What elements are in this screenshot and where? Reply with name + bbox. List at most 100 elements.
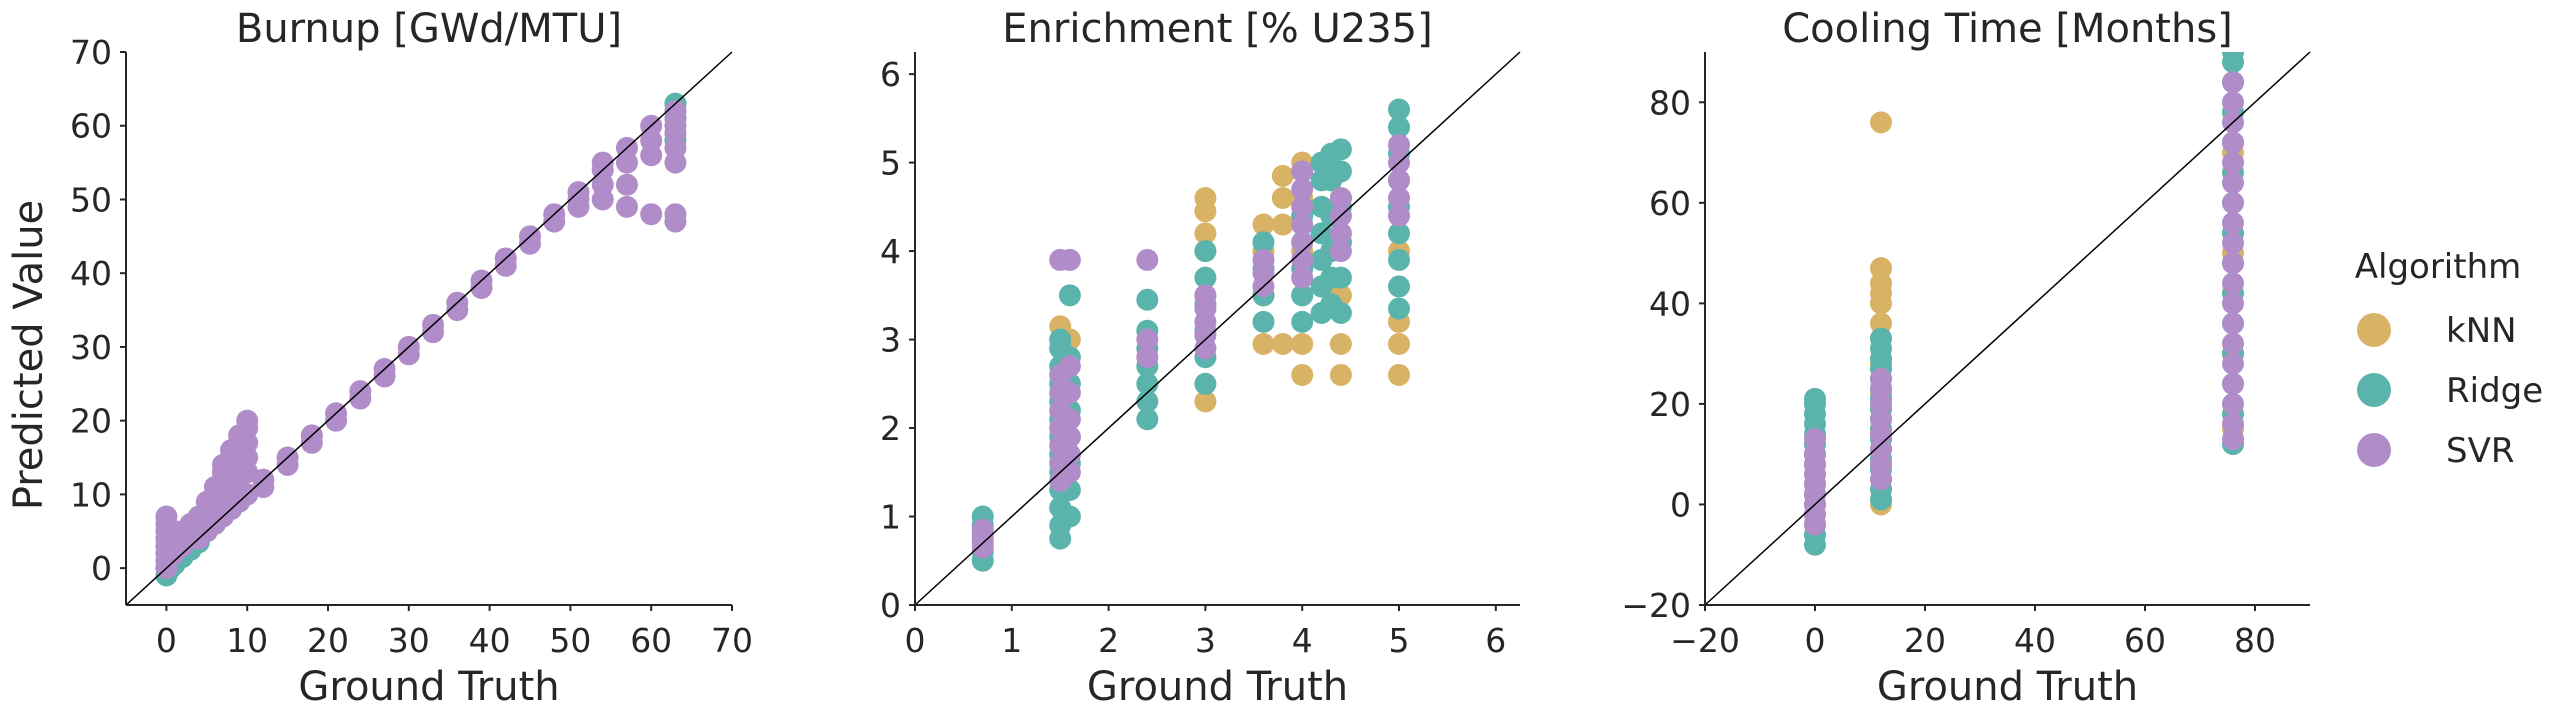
- burnup-panel: Burnup [GWd/MTU] Ground Truth 0 10 20 30 40 50 6…: [70, 6, 753, 710]
- svr-point: [2222, 413, 2244, 436]
- ridge-point: [1329, 138, 1352, 161]
- y-tick-label: 60: [1649, 184, 1691, 223]
- svr-legend-marker: [2357, 433, 2391, 467]
- points: [971, 98, 1410, 572]
- y-tick-label: 80: [1649, 83, 1691, 122]
- knn-point: [1870, 257, 1892, 280]
- svr-point: [1291, 160, 1314, 183]
- x-tick-label: 6: [1485, 621, 1506, 660]
- ridge-legend-marker: [2357, 373, 2391, 407]
- knn-point: [1271, 186, 1294, 209]
- ridge-point: [1194, 266, 1217, 289]
- ridge-point: [1804, 387, 1826, 410]
- svr-point: [1058, 461, 1081, 484]
- svr-point: [1136, 248, 1159, 271]
- svr-point: [591, 151, 614, 174]
- cooling-time-x-axis-label: Ground Truth: [1877, 664, 2138, 710]
- ridge-point: [1194, 372, 1217, 395]
- y-axis-label: Predicted Value: [6, 200, 52, 510]
- ridge-point: [1291, 284, 1314, 307]
- y-tick-label: 2: [880, 409, 901, 448]
- knn-point: [1291, 363, 1314, 386]
- knn-point: [1870, 272, 1892, 295]
- svr-point: [664, 99, 687, 122]
- ridge-point: [1291, 310, 1314, 333]
- ridge-point: [1388, 222, 1410, 245]
- svr-point: [2222, 71, 2244, 94]
- svr-point: [2222, 352, 2244, 375]
- svr-point: [1870, 367, 1892, 390]
- y-tick-label: 20: [1649, 385, 1691, 424]
- x-tick-label: 50: [549, 621, 591, 660]
- knn-point: [1329, 332, 1352, 355]
- ridge-point: [1388, 98, 1410, 121]
- ridge-point: [1049, 328, 1072, 351]
- cooling-time-panel: Cooling Time [Months] Ground Truth −20 0 20 4…: [1621, 6, 2311, 710]
- legend: Algorithm kNN Ridge SVR: [2355, 247, 2543, 471]
- knn-legend-label: kNN: [2446, 311, 2517, 351]
- ridge-point: [1388, 297, 1410, 320]
- svr-point: [615, 195, 638, 218]
- points: [1804, 52, 2244, 556]
- ridge-point: [1329, 302, 1352, 325]
- x-tick-label: −20: [1670, 621, 1740, 660]
- y-tick-label: 5: [880, 144, 901, 183]
- y-tick-label: 1: [880, 498, 901, 537]
- y-tick-label: 0: [1670, 485, 1691, 524]
- knn-point: [1271, 164, 1294, 187]
- x-tick-label: 70: [711, 621, 753, 660]
- y-tick-label: 40: [70, 254, 112, 293]
- svr-point: [1291, 195, 1314, 218]
- x-tick-label: 0: [156, 621, 177, 660]
- svr-point: [1058, 381, 1081, 404]
- ridge-point: [1388, 116, 1410, 139]
- svr-point: [971, 518, 994, 541]
- svr-point: [1058, 355, 1081, 378]
- identity-line: [125, 51, 733, 606]
- svr-point: [664, 203, 687, 226]
- knn-point: [1271, 213, 1294, 236]
- x-tick-label: 40: [469, 621, 511, 660]
- ridge-point: [1388, 275, 1410, 298]
- svr-point: [1291, 178, 1314, 201]
- knn-point: [1388, 363, 1410, 386]
- svr-point: [1291, 248, 1314, 271]
- knn-point: [1291, 332, 1314, 355]
- svr-point: [1136, 346, 1159, 369]
- svr-point: [2222, 428, 2244, 451]
- svr-point: [1870, 468, 1892, 491]
- x-tick-label: 40: [2014, 621, 2056, 660]
- legend-title: Algorithm: [2355, 247, 2522, 287]
- knn-point: [1388, 332, 1410, 355]
- ridge-legend-label: Ridge: [2446, 371, 2543, 411]
- knn-point: [1252, 213, 1275, 236]
- x-tick-label: 30: [388, 621, 430, 660]
- y-tick-label: −20: [1621, 586, 1691, 625]
- burnup-title: Burnup [GWd/MTU]: [236, 6, 622, 52]
- y-tick-label: 30: [70, 328, 112, 367]
- svr-point: [2222, 272, 2244, 295]
- svr-point: [2222, 191, 2244, 214]
- svr-point: [640, 203, 663, 226]
- knn-legend-marker: [2357, 313, 2391, 347]
- svr-point: [1058, 443, 1081, 466]
- svr-point: [2222, 232, 2244, 255]
- svr-point: [1291, 231, 1314, 254]
- svr-point: [1804, 428, 1826, 451]
- knn-point: [1870, 111, 1892, 134]
- ridge-point: [1194, 240, 1217, 263]
- knn-point: [1252, 332, 1275, 355]
- svr-point: [1058, 408, 1081, 431]
- enrichment-panel: Enrichment [% U235] Ground Truth 0 1 2 3 4 5 6 0 1…: [880, 6, 1521, 710]
- x-tick-label: 3: [1195, 621, 1216, 660]
- svr-point: [1291, 266, 1314, 289]
- svr-legend-label: SVR: [2446, 431, 2514, 471]
- ridge-point: [1136, 390, 1159, 413]
- ridge-point: [1136, 372, 1159, 395]
- svr-point: [2222, 292, 2244, 315]
- svr-point: [1870, 392, 1892, 415]
- x-tick-label: 0: [905, 621, 926, 660]
- x-tick-label: 0: [1805, 621, 1826, 660]
- svr-point: [1058, 248, 1081, 271]
- knn-point: [1271, 332, 1294, 355]
